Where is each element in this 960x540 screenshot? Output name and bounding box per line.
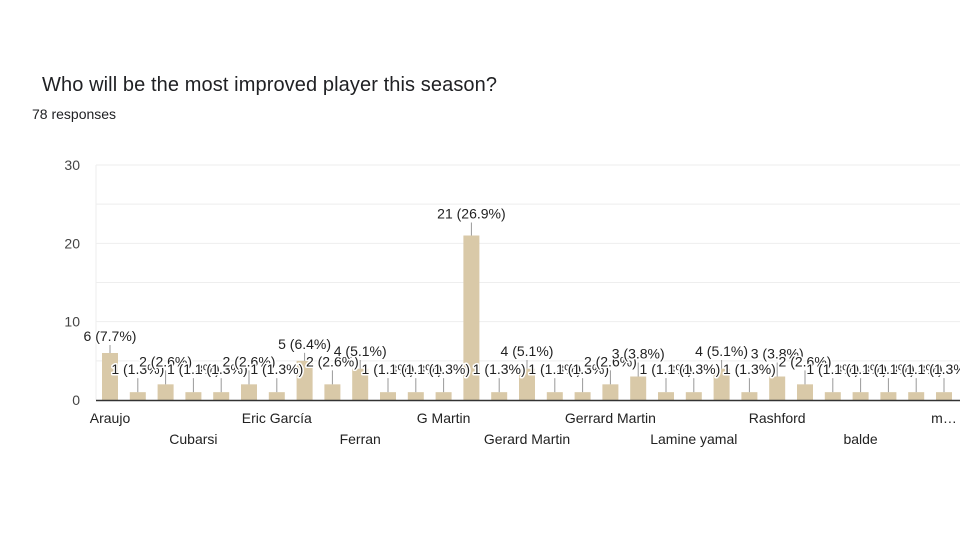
bar [296, 360, 313, 400]
bar [574, 392, 591, 400]
data-label: 2 (2.6%) [139, 353, 192, 369]
data-label: 1 (1.3%) [362, 361, 415, 377]
bar [213, 392, 230, 400]
bar [852, 392, 869, 400]
bar [435, 392, 452, 400]
bar [741, 392, 758, 400]
data-label: 1 (1.3%) [389, 361, 442, 377]
bar [658, 392, 674, 400]
bar [908, 392, 925, 400]
gridlines [95, 164, 960, 400]
data-label: 2 (2.6%) [584, 353, 637, 369]
bar [463, 235, 480, 400]
bar [129, 392, 146, 400]
y-tick-label: 20 [64, 235, 80, 251]
bar [546, 392, 563, 400]
data-label: 2 (2.6%) [223, 353, 276, 369]
bar [713, 368, 730, 400]
bar [797, 384, 813, 400]
x-tick-label: Gerard Martin [484, 431, 570, 447]
y-tick-label: 10 [64, 314, 80, 330]
data-label: 1 (1.3%) [167, 361, 220, 377]
data-label: 4 (5.1%) [501, 343, 554, 359]
data-label: 1 (1.3%) [417, 361, 470, 377]
x-tick-label: G Martin [417, 410, 471, 426]
x-tick-label: Ferran [340, 431, 381, 447]
y-tick-label: 0 [72, 392, 80, 408]
data-label: 1 (1.3%) [195, 361, 248, 377]
x-tick-label: Gerrard Martin [565, 410, 656, 426]
bar [685, 392, 702, 400]
x-axis-labels: Araujo Cubarsi Eric García Ferran G Martin Ge… [90, 410, 957, 447]
data-label: 5 (6.4%) [278, 336, 331, 352]
data-label: 3 (3.8%) [612, 346, 665, 362]
data-label: 1 (1.3%) [806, 361, 859, 377]
bar [880, 392, 897, 400]
data-label: 3 (3.8%) [751, 346, 804, 362]
bar [241, 384, 257, 400]
bar [407, 392, 424, 400]
bar [491, 392, 508, 400]
bar [602, 384, 619, 400]
bar [352, 368, 369, 400]
data-label: 1 (1.3%) [667, 361, 720, 377]
data-label: 1 (1.3%) [918, 361, 960, 377]
y-tick-label: 30 [64, 157, 80, 173]
bar [824, 392, 841, 400]
bar [630, 376, 647, 400]
data-label: 1 (1.3%) [250, 361, 303, 377]
data-label: 1 (1.3%) [640, 361, 693, 377]
bar [380, 392, 396, 400]
data-labels: 6 (7.7%)1 (1.3%)2 (2.6%)1 (1.3%)1 (1.3%)… [82, 204, 960, 393]
x-tick-label: Araujo [90, 410, 131, 426]
data-label: 1 (1.3%) [528, 361, 581, 377]
x-tick-label: Rashford [749, 410, 806, 426]
x-tick-label: Eric García [242, 410, 312, 426]
bar [769, 376, 786, 400]
response-count: 78 responses [32, 106, 117, 122]
bar [936, 392, 952, 400]
data-label: 1 (1.3%) [556, 361, 609, 377]
data-label: 1 (1.3%) [890, 361, 943, 377]
data-label: 2 (2.6%) [779, 353, 832, 369]
bar [157, 384, 174, 400]
y-axis-ticks: 0 10 20 30 [64, 157, 80, 408]
bar [102, 353, 118, 400]
data-label: 4 (5.1%) [334, 343, 387, 359]
data-label: 6 (7.7%) [84, 328, 137, 344]
bars [102, 235, 952, 400]
data-label: 1 (1.3%) [862, 361, 915, 377]
data-label: 1 (1.3%) [111, 361, 164, 377]
x-tick-label: balde [843, 431, 877, 447]
x-tick-label: Cubarsi [169, 431, 217, 447]
bar [519, 368, 535, 400]
bar [185, 392, 202, 400]
chart-title: Who will be the most improved player thi… [42, 74, 498, 96]
x-tick-label: m… [931, 410, 957, 426]
x-tick-label: Lamine yamal [650, 431, 737, 447]
bar [324, 384, 341, 400]
data-label: 21 (26.9%) [437, 206, 505, 222]
data-label: 4 (5.1%) [695, 343, 748, 359]
data-label: 2 (2.6%) [306, 353, 359, 369]
data-label: 1 (1.3%) [473, 361, 526, 377]
data-label: 1 (1.3%) [723, 361, 776, 377]
data-label: 1 (1.3%) [834, 361, 887, 377]
bar [268, 392, 285, 400]
